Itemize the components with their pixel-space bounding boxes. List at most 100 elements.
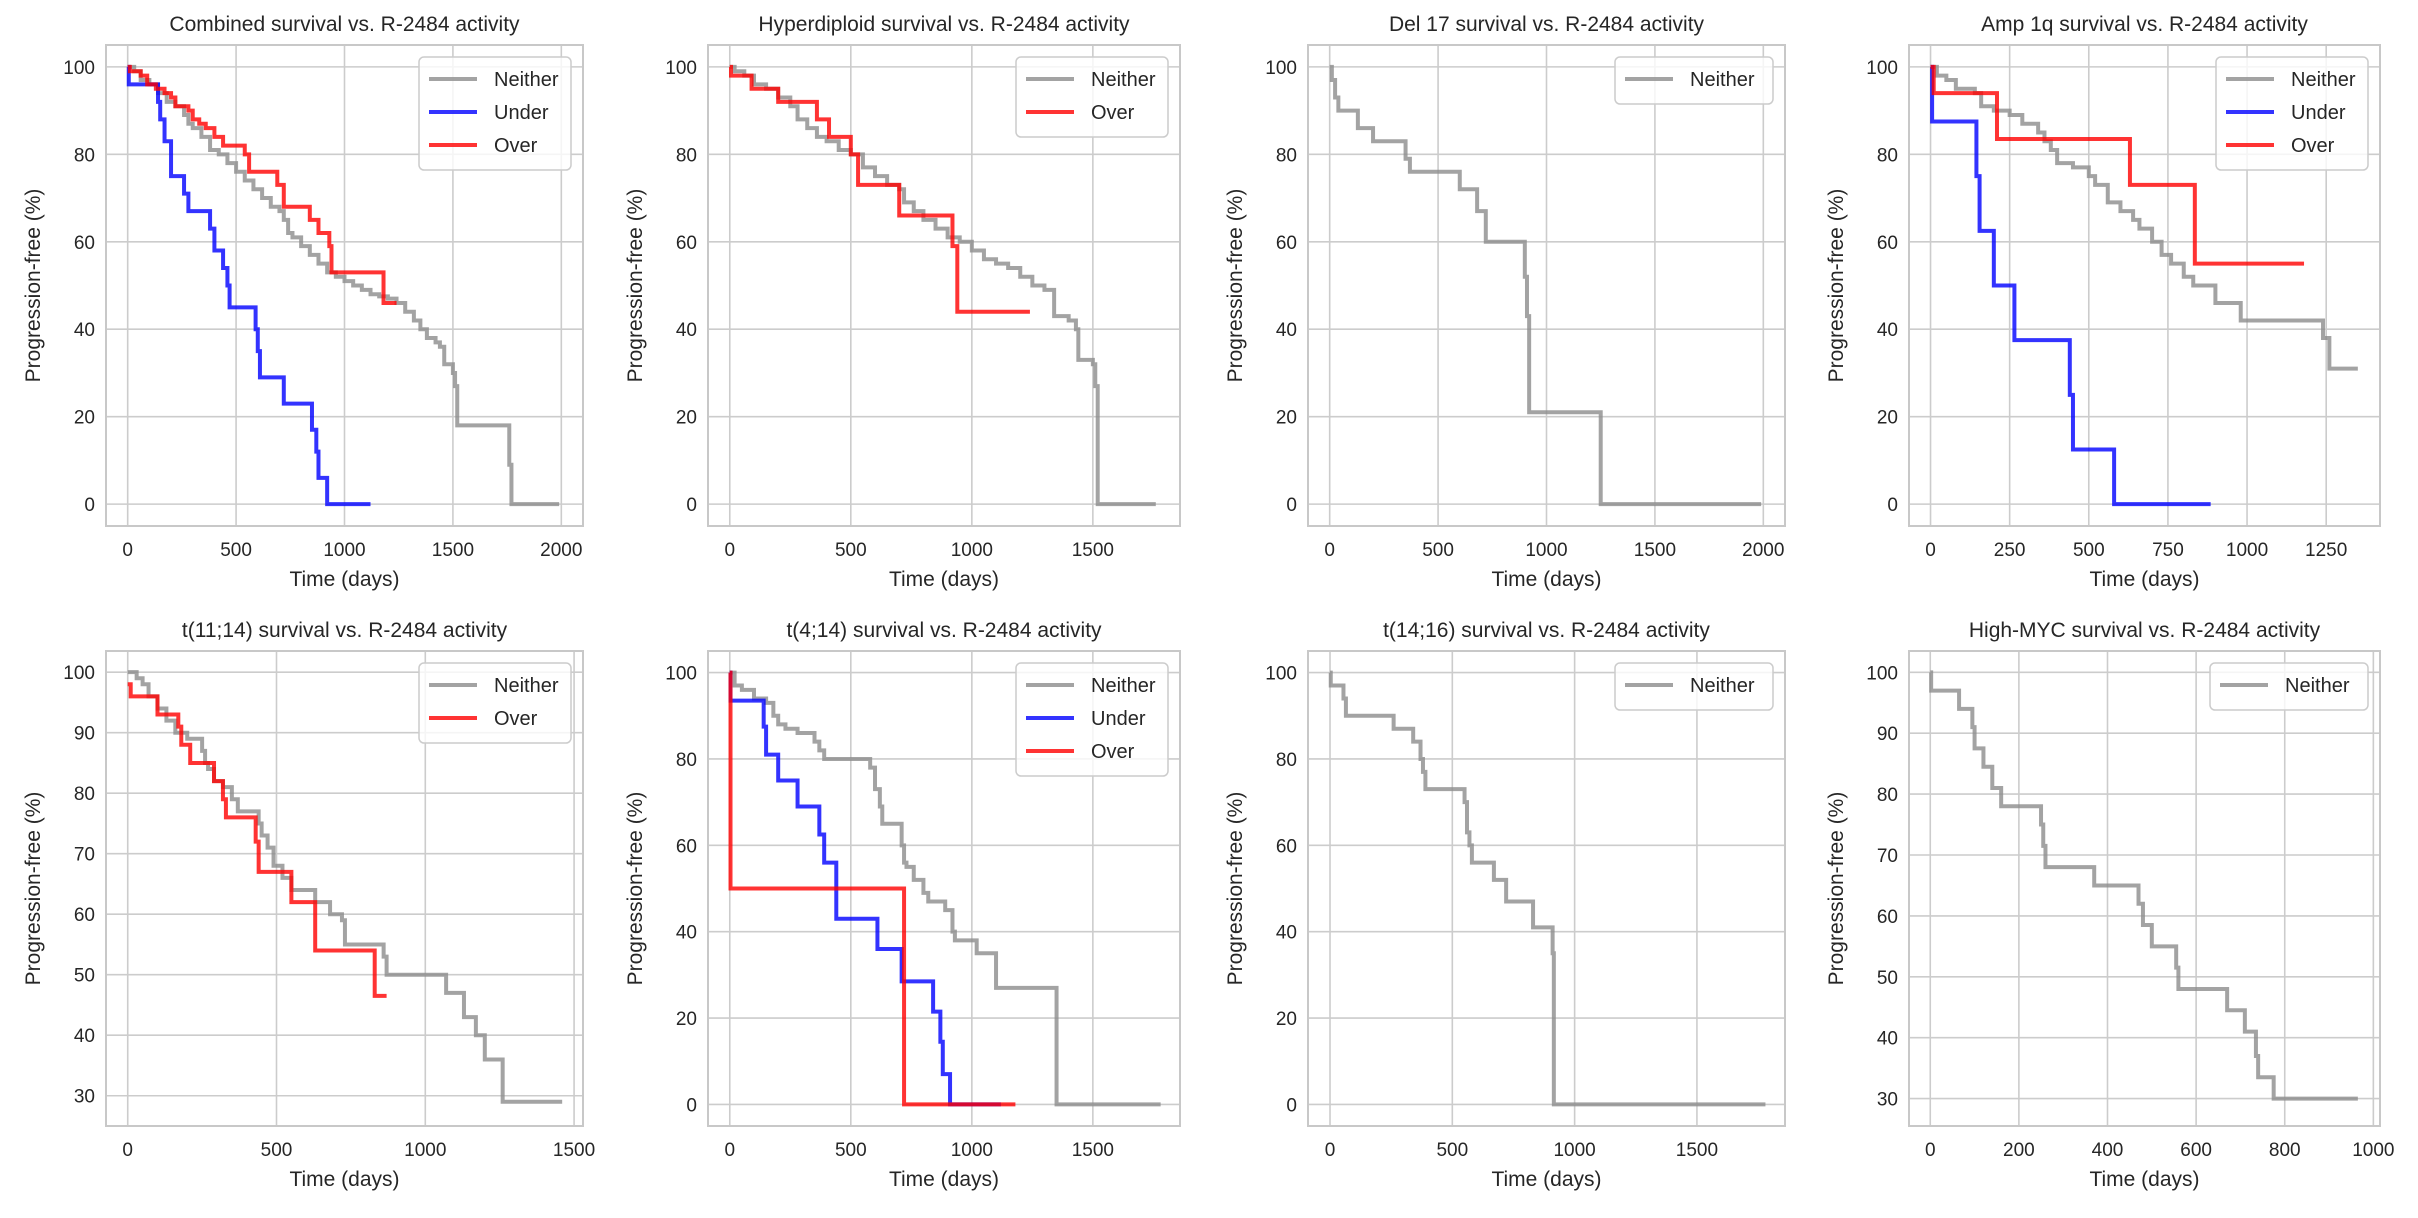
series-line-neither bbox=[1329, 64, 1762, 507]
x-axis-label: Time (days) bbox=[1491, 568, 1601, 591]
x-tick-label: 500 bbox=[1422, 540, 1454, 561]
x-tick-label: 0 bbox=[1325, 1140, 1336, 1161]
y-tick-label: 20 bbox=[676, 1009, 697, 1030]
y-tick-label: 100 bbox=[1265, 58, 1297, 79]
chart-panel-1: 0 500 1000 1500 2000 0 20 40 60 80 100 Combined sur… bbox=[22, 13, 584, 591]
chart-title: t(4;14) survival vs. R-2484 activity bbox=[786, 619, 1102, 642]
chart-title: Hyperdiploid survival vs. R-2484 activit… bbox=[758, 13, 1130, 36]
y-tick-label: 0 bbox=[1286, 495, 1297, 516]
legend-label-under: Under bbox=[494, 102, 549, 124]
plot-area bbox=[1909, 651, 2380, 1126]
x-axis-label: Time (days) bbox=[889, 568, 999, 591]
chart-panel-5: 0 500 1000 1500 30 40 50 60 70 80 90 100 t(11;14) su… bbox=[22, 619, 595, 1191]
y-axis-label: Progression-free (%) bbox=[624, 189, 647, 383]
legend-box bbox=[1015, 662, 1169, 777]
x-tick-label: 1000 bbox=[951, 1140, 993, 1161]
x-tick-label: 0 bbox=[122, 1140, 133, 1161]
legend-label-neither: Neither bbox=[1690, 675, 1755, 697]
y-tick-label: 100 bbox=[63, 58, 95, 79]
x-tick-label: 500 bbox=[1436, 1140, 1468, 1161]
legend-label-neither: Neither bbox=[494, 675, 559, 697]
x-tick-label: 2000 bbox=[1742, 540, 1784, 561]
series-line-neither bbox=[729, 64, 1156, 507]
x-tick-label: 1500 bbox=[432, 540, 474, 561]
legend-label-over: Over bbox=[494, 708, 538, 730]
y-tick-label: 80 bbox=[1276, 750, 1297, 771]
y-tick-label: 100 bbox=[63, 663, 95, 684]
x-tick-label: 800 bbox=[2269, 1140, 2301, 1161]
series-line-under bbox=[1930, 64, 2211, 507]
axes-frame bbox=[105, 44, 584, 527]
y-axis-label: Progression-free (%) bbox=[22, 189, 45, 383]
y-tick-label: 80 bbox=[1877, 145, 1898, 166]
axes-frame bbox=[1307, 650, 1786, 1127]
y-tick-label: 40 bbox=[74, 1026, 95, 1047]
axes-frame bbox=[1908, 44, 2381, 527]
series-line-neither bbox=[1328, 670, 1766, 1107]
chart-title: Del 17 survival vs. R-2484 activity bbox=[1389, 13, 1705, 36]
y-tick-label: 40 bbox=[1877, 320, 1898, 341]
x-tick-label: 1000 bbox=[323, 540, 365, 561]
series-line-over bbox=[728, 64, 1030, 314]
y-tick-label: 40 bbox=[74, 320, 95, 341]
x-tick-label: 0 bbox=[724, 1140, 735, 1161]
x-tick-label: 500 bbox=[835, 540, 867, 561]
x-tick-label: 0 bbox=[724, 540, 735, 561]
axes-frame bbox=[105, 650, 584, 1127]
x-tick-label: 500 bbox=[835, 1140, 867, 1161]
y-axis-label: Progression-free (%) bbox=[1224, 189, 1247, 383]
series-line-neither bbox=[127, 64, 560, 507]
y-tick-label: 80 bbox=[1276, 145, 1297, 166]
y-tick-label: 30 bbox=[74, 1087, 95, 1108]
series-line-neither bbox=[729, 670, 1161, 1107]
y-tick-label: 0 bbox=[1887, 495, 1898, 516]
y-axis-label: Progression-free (%) bbox=[624, 792, 647, 986]
chart-panel-7: 0 500 1000 1500 0 20 40 60 80 100 t(14;16) surviva… bbox=[1224, 619, 1786, 1191]
legend-label-neither: Neither bbox=[1690, 69, 1755, 91]
x-axis-label: Time (days) bbox=[1491, 1168, 1601, 1191]
chart-panel-8: 0 200 400 600 800 1000 30 40 50 60 70 80 90 100 High-M… bbox=[1825, 619, 2394, 1191]
y-tick-label: 100 bbox=[1866, 58, 1898, 79]
y-tick-label: 0 bbox=[686, 1095, 697, 1116]
legend-label-neither: Neither bbox=[1091, 69, 1156, 91]
y-tick-label: 0 bbox=[686, 495, 697, 516]
series-line-over bbox=[728, 670, 1016, 1107]
legend-label-over: Over bbox=[494, 135, 538, 157]
x-tick-label: 600 bbox=[2180, 1140, 2212, 1161]
y-tick-label: 20 bbox=[676, 408, 697, 429]
x-tick-label: 1500 bbox=[1634, 540, 1676, 561]
y-tick-label: 0 bbox=[84, 495, 95, 516]
chart-panel-4: 0 250 500 750 1000 1250 0 20 40 60 80 100 Amp 1q sur… bbox=[1825, 13, 2381, 591]
legend-label-under: Under bbox=[2291, 102, 2346, 124]
y-tick-label: 100 bbox=[1265, 664, 1297, 685]
x-tick-label: 0 bbox=[1925, 1140, 1936, 1161]
legend: Neither Over bbox=[418, 662, 572, 744]
legend: Neither Under Over bbox=[2215, 56, 2369, 171]
x-tick-label: 1000 bbox=[951, 540, 993, 561]
x-tick-label: 0 bbox=[1925, 540, 1936, 561]
plot-area bbox=[1308, 651, 1785, 1126]
legend-box bbox=[1614, 56, 1774, 105]
y-tick-label: 40 bbox=[1276, 923, 1297, 944]
y-tick-label: 60 bbox=[1276, 233, 1297, 254]
legend-box bbox=[2209, 662, 2369, 711]
axes-frame bbox=[1908, 650, 2381, 1127]
y-tick-label: 60 bbox=[1276, 836, 1297, 857]
series-line-under bbox=[728, 670, 1001, 1107]
y-axis-label: Progression-free (%) bbox=[22, 792, 45, 986]
x-tick-label: 500 bbox=[220, 540, 252, 561]
y-tick-label: 50 bbox=[74, 966, 95, 987]
y-tick-label: 30 bbox=[1877, 1090, 1898, 1111]
axes-frame bbox=[1307, 44, 1786, 527]
x-tick-label: 2000 bbox=[540, 540, 582, 561]
legend: Neither bbox=[2209, 662, 2369, 711]
y-tick-label: 40 bbox=[1877, 1029, 1898, 1050]
y-tick-label: 20 bbox=[74, 408, 95, 429]
legend-box bbox=[418, 56, 572, 171]
x-tick-label: 400 bbox=[2092, 1140, 2124, 1161]
y-tick-label: 90 bbox=[1877, 724, 1898, 745]
y-tick-label: 100 bbox=[665, 664, 697, 685]
legend-box bbox=[2215, 56, 2369, 171]
legend: Neither Under Over bbox=[418, 56, 572, 171]
y-tick-label: 80 bbox=[74, 145, 95, 166]
